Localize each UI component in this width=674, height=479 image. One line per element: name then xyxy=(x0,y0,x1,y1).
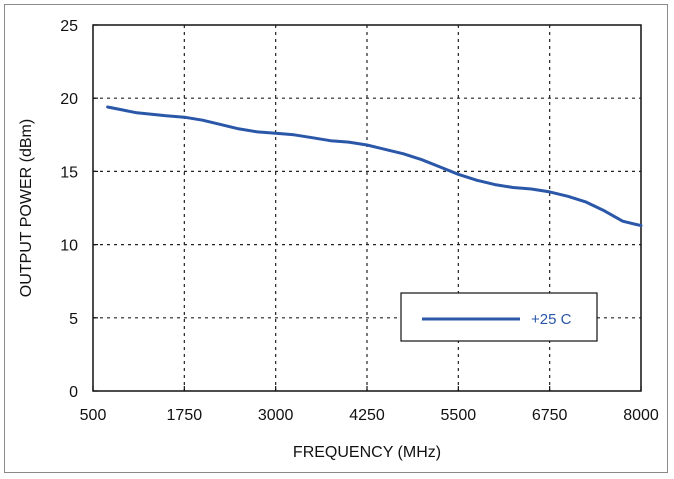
x-tick-label: 3000 xyxy=(258,407,294,424)
x-axis-ticks: 500 1750 3000 4250 5500 6750 8000 xyxy=(80,386,659,424)
x-axis-label: FREQUENCY (MHz) xyxy=(293,444,441,461)
y-tick-label: 0 xyxy=(69,384,78,401)
x-tick-label: 1750 xyxy=(167,407,203,424)
series-line-25c xyxy=(106,105,643,228)
legend: +25 C xyxy=(400,292,598,342)
y-tick-label: 5 xyxy=(69,311,78,328)
x-tick-label: 5500 xyxy=(441,407,477,424)
x-tick-label: 6750 xyxy=(532,407,568,424)
x-tick-label: 8000 xyxy=(623,407,659,424)
y-axis-label: OUTPUT POWER (dBm) xyxy=(18,119,35,297)
y-tick-label: 10 xyxy=(60,238,78,255)
x-tick-label: 500 xyxy=(80,407,107,424)
legend-entry-25c: +25 C xyxy=(531,311,572,328)
chart-frame xyxy=(4,4,668,473)
x-tick-label: 4250 xyxy=(349,407,385,424)
y-tick-label: 20 xyxy=(60,91,78,108)
grid-lines xyxy=(93,25,641,391)
legend-box xyxy=(400,292,598,342)
y-tick-label: 15 xyxy=(60,164,78,181)
y-tick-label: 25 xyxy=(60,18,78,35)
y-axis-ticks: 0 5 10 15 20 25 xyxy=(60,18,98,401)
